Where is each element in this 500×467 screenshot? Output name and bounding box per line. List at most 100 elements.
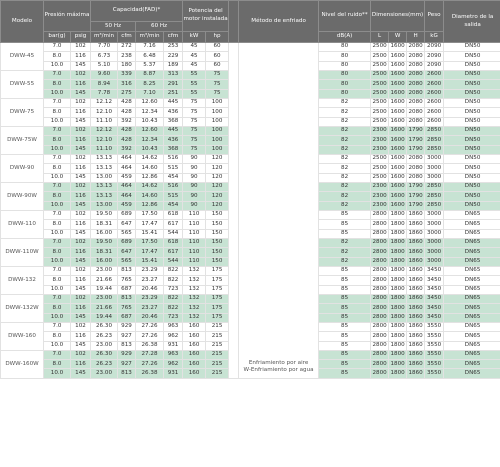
table-cell: 13.00 <box>90 200 119 211</box>
table-row: 10.0 145 23.00 813 26.38 931 160 215 85 2800 1800 1… <box>1 368 500 379</box>
table-cell: 120 <box>205 153 230 165</box>
table-cell: 100 <box>205 107 230 118</box>
table-cell: 100 <box>205 135 230 146</box>
table-cell: 8.0 <box>43 191 71 202</box>
table-cell: 428 <box>117 135 137 146</box>
table-cell: 1860 <box>406 349 426 361</box>
table-cell: 7.0 <box>43 125 71 137</box>
table-cell: 275 <box>117 88 137 99</box>
table-cell: DN50 <box>443 107 500 118</box>
table-cell: 12.86 <box>135 200 165 211</box>
table-row: 10.0 145 7.78 275 7.10 251 55 75 80 2500 1600 2080 2… <box>1 88 500 99</box>
table-cell: 102 <box>69 265 92 277</box>
table-cell: 175 <box>205 275 230 286</box>
table-cell: 110 <box>182 247 207 258</box>
table-cell: 55 <box>182 88 207 99</box>
table-cell: 2800 <box>370 359 390 370</box>
table-row: 8.0 116 6.73 238 6.48 229 45 60 80 2500 1600 2080 20… <box>1 51 500 62</box>
column-gap <box>228 42 239 379</box>
table-row: DWW-160 7.0 102 26.30 929 27.26 963 160 215 85 280… <box>0 321 500 351</box>
table-cell: 75 <box>205 88 230 99</box>
table-cell: 1600 <box>388 163 408 174</box>
table-cell: 822 <box>163 275 184 286</box>
table-cell: 1600 <box>388 41 408 53</box>
table-cell: 20.46 <box>135 312 165 323</box>
table-cell: 2850 <box>424 135 445 146</box>
table-cell: 2800 <box>370 284 390 295</box>
table-row: 10.0 145 11.10 392 10.43 368 75 100 82 2300 1600 17… <box>1 144 500 155</box>
unit-height: H <box>406 31 426 43</box>
table-cell: 2500 <box>370 116 390 127</box>
table-cell: 80 <box>318 51 372 62</box>
table-cell: 1600 <box>388 144 408 155</box>
header-cooling: Método de enfriado <box>238 0 320 43</box>
table-cell: 2800 <box>370 219 390 230</box>
table-cell: 13.13 <box>90 163 119 174</box>
unit-kw: kW <box>182 31 207 43</box>
table-cell: 102 <box>69 153 92 165</box>
header-50hz: 50 Hz <box>90 21 137 32</box>
table-cell: 26.30 <box>90 349 119 361</box>
table-cell: 12.34 <box>135 107 165 118</box>
table-row: 8.0 116 13.13 464 14.60 515 90 120 82 2500 1600 208… <box>1 163 500 174</box>
table-cell: 1600 <box>388 200 408 211</box>
table-cell: 2090 <box>424 51 445 62</box>
table-cell: 3550 <box>424 340 445 351</box>
table-cell: 813 <box>117 293 137 305</box>
table-cell: 2080 <box>406 69 426 81</box>
table-cell: 1860 <box>406 228 426 239</box>
table-cell: 2600 <box>424 69 445 81</box>
table-cell: 145 <box>69 340 92 351</box>
table-cell: 85 <box>318 340 372 351</box>
table-cell: 85 <box>318 219 372 230</box>
table-cell: 132 <box>182 284 207 295</box>
table-cell: 445 <box>163 97 184 109</box>
table-cell: 1860 <box>406 368 426 379</box>
table-cell: 1800 <box>388 228 408 239</box>
unit-dba: dB(A) <box>318 31 372 43</box>
table-cell: 85 <box>318 331 372 342</box>
table-row: DWW-90W 7.0 102 13.13 464 14.62 516 90 120 82 2300… <box>0 181 500 211</box>
table-cell: 23.00 <box>90 340 119 351</box>
model-name: DWW-132 <box>0 265 44 295</box>
table-cell: DN50 <box>443 69 500 81</box>
table-cell: 1800 <box>388 359 408 370</box>
table-cell: 3000 <box>424 209 445 221</box>
table-cell: 2800 <box>370 265 390 277</box>
header-outlet: Diametro de la salida <box>443 0 500 43</box>
table-cell: 2500 <box>370 172 390 183</box>
table-cell: 464 <box>117 181 137 193</box>
table-cell: 215 <box>205 321 230 333</box>
table-cell: 3000 <box>424 172 445 183</box>
table-cell: 1860 <box>406 284 426 295</box>
table-cell: 2850 <box>424 200 445 211</box>
table-cell: 3450 <box>424 265 445 277</box>
table-cell: 10.0 <box>43 340 71 351</box>
table-cell: 2800 <box>370 293 390 305</box>
table-cell: 12.86 <box>135 172 165 183</box>
model-name: DWW-90 <box>0 153 44 183</box>
table-cell: 1800 <box>388 275 408 286</box>
header-capacity: Capacidad(FAD)* <box>90 0 184 22</box>
unit-bar: bar(g) <box>43 31 71 43</box>
table-cell: 19.44 <box>90 312 119 323</box>
table-cell: 272 <box>117 41 137 53</box>
table-cell: 2300 <box>370 181 390 193</box>
table-cell: 1800 <box>388 237 408 249</box>
compressor-spec-table: Modelo Presión máxima Capacidad(FAD)* Po… <box>0 0 500 379</box>
table-cell: 82 <box>318 200 372 211</box>
model-name: DWW-160W <box>0 349 44 379</box>
table-cell: 1860 <box>406 359 426 370</box>
table-cell: 544 <box>163 228 184 239</box>
table-cell: 1860 <box>406 219 426 230</box>
table-cell: 2800 <box>370 368 390 379</box>
table-cell: 1800 <box>388 303 408 314</box>
table-cell: 116 <box>69 79 92 90</box>
table-cell: 90 <box>182 163 207 174</box>
table-cell: 8.0 <box>43 135 71 146</box>
table-cell: 75 <box>182 97 207 109</box>
table-cell: 26.30 <box>90 321 119 333</box>
table-cell: DN50 <box>443 163 500 174</box>
table-cell: DN65 <box>443 331 500 342</box>
table-cell: 132 <box>182 265 207 277</box>
